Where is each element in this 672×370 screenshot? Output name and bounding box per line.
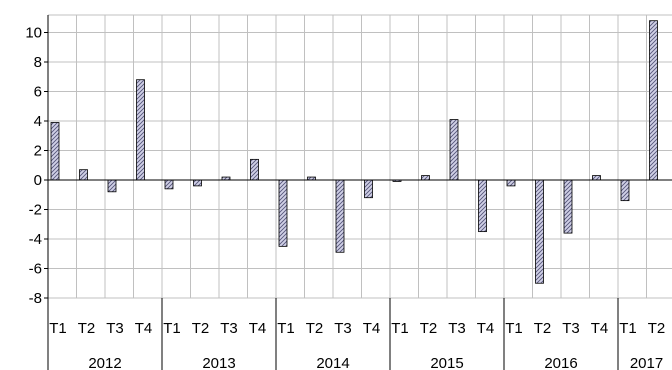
x-tick-label: T4 xyxy=(135,320,153,337)
x-tick-label: T2 xyxy=(306,320,324,337)
y-tick-label: -4 xyxy=(29,231,42,248)
year-group-label: 2014 xyxy=(316,355,349,370)
bar xyxy=(79,169,88,181)
x-tick-label: T3 xyxy=(448,320,466,337)
y-tick-label: -8 xyxy=(29,290,42,307)
y-tick-label: -6 xyxy=(29,261,42,278)
bar xyxy=(136,79,145,181)
bar xyxy=(250,158,259,181)
bar xyxy=(50,122,60,181)
x-tick-label: T1 xyxy=(163,320,181,337)
bar xyxy=(620,179,630,202)
bar xyxy=(649,20,658,181)
bar xyxy=(592,175,601,181)
bar xyxy=(335,179,345,253)
year-group-label: 2013 xyxy=(202,355,235,370)
bar xyxy=(164,179,174,190)
x-tick-label: T3 xyxy=(220,320,238,337)
x-tick-label: T1 xyxy=(505,320,523,337)
x-tick-label: T3 xyxy=(562,320,580,337)
x-tick-label: T1 xyxy=(277,320,295,337)
bar xyxy=(478,179,487,233)
bar xyxy=(107,179,117,193)
x-tick-label: T1 xyxy=(391,320,409,337)
y-tick-label: 6 xyxy=(34,84,42,101)
year-group-label: 2015 xyxy=(430,355,463,370)
y-tick-label: 8 xyxy=(34,54,42,71)
bar xyxy=(193,179,202,187)
x-tick-label: T1 xyxy=(49,320,67,337)
labels: 10 8 6 4 2 0 -2 -4 -6 -8 T1 T2 T3 T4 T1 T2 T3 T4 T1 T2 T3 T4 T… xyxy=(25,25,665,370)
bar xyxy=(449,119,459,181)
x-tick-label: T4 xyxy=(249,320,267,337)
year-group-label: 2017 xyxy=(630,355,663,370)
bar xyxy=(278,179,288,247)
y-tick-label: 4 xyxy=(34,113,42,130)
x-tick-label: T4 xyxy=(363,320,381,337)
x-tick-label: T2 xyxy=(534,320,552,337)
x-tick-label: T3 xyxy=(106,320,124,337)
x-tick-label: T4 xyxy=(477,320,495,337)
year-group-label: 2012 xyxy=(88,355,121,370)
x-tick-label: T2 xyxy=(78,320,96,337)
x-tick-label: T1 xyxy=(619,320,637,337)
year-group-label: 2016 xyxy=(544,355,577,370)
bar xyxy=(563,179,573,234)
x-tick-label: T2 xyxy=(192,320,210,337)
y-tick-label: 0 xyxy=(34,172,42,189)
bars xyxy=(50,20,658,284)
bar xyxy=(535,179,544,284)
x-tick-label: T2 xyxy=(648,320,666,337)
axes xyxy=(44,15,672,370)
bar xyxy=(421,175,430,181)
bar xyxy=(506,179,516,187)
y-tick-label: 10 xyxy=(25,25,42,42)
x-tick-label: T2 xyxy=(420,320,438,337)
bar xyxy=(364,179,373,199)
y-tick-label: -2 xyxy=(29,202,42,219)
x-tick-label: T4 xyxy=(591,320,609,337)
x-tick-label: T3 xyxy=(334,320,352,337)
y-tick-label: 2 xyxy=(34,143,42,160)
